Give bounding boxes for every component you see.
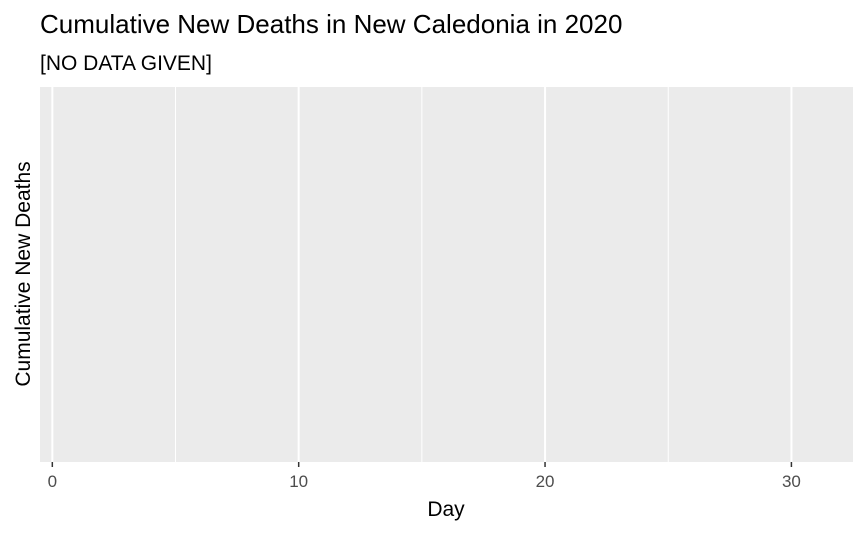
x-tick-label: 10 xyxy=(289,472,308,491)
x-tick-label: 20 xyxy=(536,472,555,491)
y-axis-title: Cumulative New Deaths xyxy=(12,161,35,386)
x-axis-title: Day xyxy=(427,498,465,521)
plot-panel xyxy=(40,87,853,462)
x-tick-label: 0 xyxy=(48,472,57,491)
chart-subtitle: [NO DATA GIVEN] xyxy=(40,52,212,75)
major-gridlines xyxy=(51,87,793,462)
x-axis-tick-labels: 0 10 20 30 xyxy=(48,472,801,491)
chart-title: Cumulative New Deaths in New Caledonia i… xyxy=(40,9,622,39)
minor-gridlines xyxy=(175,87,669,462)
x-axis-ticks xyxy=(51,462,793,467)
x-tick-label: 30 xyxy=(782,472,801,491)
